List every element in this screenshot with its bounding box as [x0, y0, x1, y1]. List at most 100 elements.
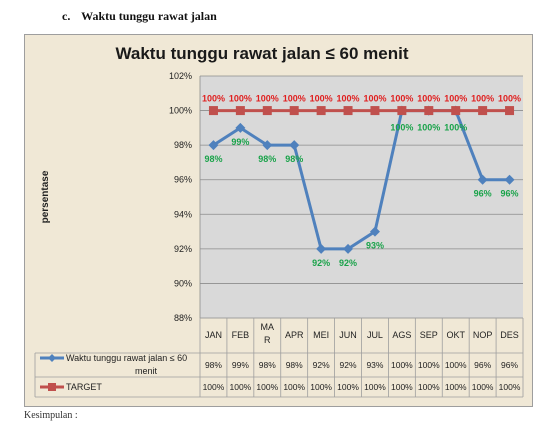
table-cell: 100% [310, 382, 332, 392]
waiting-time-data-label: 93% [366, 241, 384, 251]
target-point [451, 106, 461, 116]
target-point [262, 106, 272, 116]
table-cell: 100% [337, 382, 359, 392]
x-tick-label: DES [500, 330, 519, 340]
target-data-label: 100% [471, 94, 494, 104]
table-cell: 100% [418, 382, 440, 392]
target-point [235, 106, 245, 116]
table-cell: 98% [286, 360, 303, 370]
x-tick-label: NOP [473, 330, 493, 340]
target-data-label: 100% [444, 94, 467, 104]
target-point [208, 106, 218, 116]
table-cell: 100% [283, 382, 305, 392]
x-tick-label: AGS [392, 330, 411, 340]
x-tick-label: APR [285, 330, 304, 340]
waiting-time-data-label: 98% [204, 154, 222, 164]
table-cell: 100% [391, 360, 413, 370]
target-data-label: 100% [256, 94, 279, 104]
x-tick-label: OKT [446, 330, 465, 340]
waiting-time-data-label: 99% [231, 137, 249, 147]
table-cell: 99% [232, 360, 249, 370]
table-cell: 98% [205, 360, 222, 370]
table-cell: 100% [391, 382, 413, 392]
table-cell: 92% [340, 360, 357, 370]
legend-label: TARGET [66, 382, 102, 392]
table-cell: 92% [313, 360, 330, 370]
table-cell: 98% [259, 360, 276, 370]
table-cell: 96% [474, 360, 491, 370]
waiting-time-point [262, 140, 273, 151]
x-tick-label: JAN [205, 330, 222, 340]
waiting-time-point [369, 226, 380, 237]
x-tick-label: R [264, 335, 271, 345]
waiting-time-point [504, 174, 515, 185]
waiting-time-data-label: 98% [285, 154, 303, 164]
plot-area [200, 76, 523, 318]
target-data-label: 100% [283, 94, 306, 104]
waiting-time-data-label: 92% [312, 258, 330, 268]
table-cell: 100% [418, 360, 440, 370]
waiting-time-point [208, 140, 219, 151]
table-cell: 100% [203, 382, 225, 392]
waiting-time-point [235, 122, 246, 133]
table-cell: 100% [445, 360, 467, 370]
target-data-label: 100% [417, 94, 440, 104]
waiting-time-data-label: 100% [417, 123, 440, 133]
target-legend-marker [48, 383, 56, 391]
target-data-label: 100% [310, 94, 333, 104]
y-tick-label: 102% [169, 71, 192, 81]
waiting-time-series-line [212, 109, 510, 251]
target-point [478, 106, 488, 116]
waiting-time-data-label: 92% [339, 258, 357, 268]
waiting-time-point [477, 174, 488, 185]
x-tick-label: FEB [232, 330, 250, 340]
target-data-label: 100% [390, 94, 413, 104]
waiting-time-legend-marker [48, 354, 56, 362]
y-tick-label: 90% [174, 278, 192, 288]
table-cell: 100% [364, 382, 386, 392]
section-title: Waktu tunggu rawat jalan [81, 9, 217, 23]
chart-title: Waktu tunggu rawat jalan ≤ 60 menit [115, 44, 408, 63]
table-cell: 100% [230, 382, 252, 392]
waiting-time-point [343, 243, 354, 254]
table-cell: 100% [499, 382, 521, 392]
y-tick-label: 92% [174, 244, 192, 254]
legend-label: menit [135, 366, 158, 376]
target-point [370, 106, 380, 116]
waiting-time-data-label: 96% [501, 189, 519, 199]
y-tick-label: 88% [174, 313, 192, 323]
section-heading: c. Waktu tunggu rawat jalan [62, 9, 217, 24]
waiting-time-data-label: 100% [444, 123, 467, 133]
x-tick-label: MEI [313, 330, 329, 340]
target-point [505, 106, 515, 116]
target-point [424, 106, 434, 116]
target-data-label: 100% [363, 94, 386, 104]
section-number: c. [62, 9, 71, 23]
y-tick-label: 100% [169, 106, 192, 116]
legend-label: Waktu tunggu rawat jalan ≤ 60 [66, 353, 187, 363]
target-point [316, 106, 326, 116]
target-point [289, 106, 299, 116]
waiting-time-point [289, 140, 300, 151]
table-cell: 100% [445, 382, 467, 392]
x-tick-label: JUL [367, 330, 383, 340]
target-data-label: 100% [202, 94, 225, 104]
waiting-time-data-label: 98% [258, 154, 276, 164]
x-tick-label: SEP [420, 330, 438, 340]
y-tick-label: 94% [174, 209, 192, 219]
conclusion-label: Kesimpulan : [24, 410, 78, 421]
x-tick-label: MA [261, 322, 275, 332]
target-data-label: 100% [229, 94, 252, 104]
target-data-label: 100% [337, 94, 360, 104]
table-cell: 96% [501, 360, 518, 370]
waiting-time-point [316, 243, 327, 254]
y-axis-label: persentase [40, 170, 51, 223]
table-cell: 93% [366, 360, 383, 370]
table-cell: 100% [472, 382, 494, 392]
target-data-label: 100% [498, 94, 521, 104]
target-point [343, 106, 353, 116]
y-tick-label: 96% [174, 175, 192, 185]
y-tick-label: 98% [174, 140, 192, 150]
waiting-time-data-label: 96% [474, 189, 492, 199]
